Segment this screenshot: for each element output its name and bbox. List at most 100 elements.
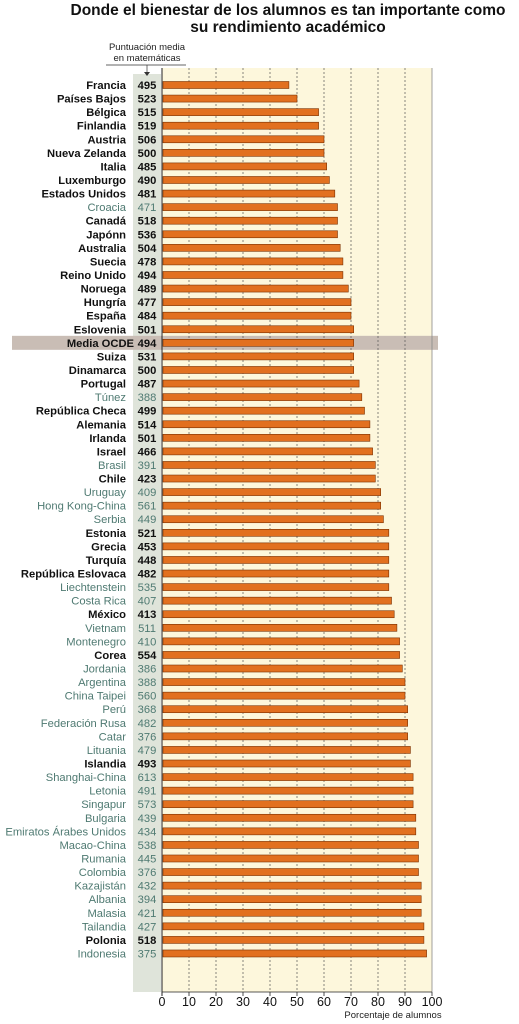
score-label: 407 xyxy=(138,596,157,608)
score-column xyxy=(133,74,161,992)
tick-label: 50 xyxy=(290,995,304,1009)
country-label: Chile xyxy=(99,474,126,486)
arrow-head-icon xyxy=(144,72,150,76)
score-label: 501 xyxy=(138,433,157,445)
country-label: Grecia xyxy=(91,541,127,553)
bar xyxy=(162,379,360,388)
country-label: Uruguay xyxy=(84,487,127,499)
country-label: Nueva Zelanda xyxy=(47,148,127,160)
bar xyxy=(162,813,417,822)
bar xyxy=(162,732,408,741)
bar xyxy=(162,94,298,103)
country-label: Singapur xyxy=(81,799,126,811)
bar xyxy=(162,800,414,809)
bar xyxy=(162,474,376,483)
country-label: Costa Rica xyxy=(71,596,126,608)
score-label: 482 xyxy=(138,569,157,581)
country-label: Montenegro xyxy=(66,636,126,648)
country-label: Canadá xyxy=(86,216,127,228)
score-label: 375 xyxy=(138,948,157,960)
bar xyxy=(162,108,319,116)
score-label: 538 xyxy=(138,840,157,852)
score-label: 519 xyxy=(138,121,157,133)
country-label: Serbia xyxy=(94,514,127,526)
bar xyxy=(162,501,381,510)
score-label: 391 xyxy=(138,460,157,472)
country-label: México xyxy=(88,609,126,621)
score-label: 423 xyxy=(138,474,157,486)
bar xyxy=(162,461,376,469)
country-label: España xyxy=(86,311,127,323)
country-label: Francia xyxy=(86,80,127,92)
bar xyxy=(162,325,354,334)
bar xyxy=(162,352,354,361)
score-label: 573 xyxy=(138,799,157,811)
bar xyxy=(162,868,419,876)
score-label: 535 xyxy=(138,582,157,594)
bar xyxy=(162,773,414,781)
score-label: 453 xyxy=(138,541,157,553)
score-label: 504 xyxy=(138,243,157,255)
score-label: 515 xyxy=(138,107,157,119)
chart-title: Donde el bienestar de los alumnos es tan… xyxy=(70,2,506,36)
bar xyxy=(162,230,338,239)
country-label: Dinamarca xyxy=(69,365,127,377)
bar xyxy=(162,841,419,849)
score-label: 521 xyxy=(138,528,157,540)
tick-label: 100 xyxy=(422,995,443,1009)
country-label: Croacia xyxy=(87,202,126,214)
score-label: 531 xyxy=(138,351,157,363)
bar xyxy=(162,216,338,225)
score-label: 477 xyxy=(138,297,157,309)
country-label: República Checa xyxy=(36,406,127,418)
score-label: 448 xyxy=(138,555,157,567)
country-label: Estados Unidos xyxy=(41,189,126,201)
score-label: 409 xyxy=(138,487,157,499)
country-label: Emiratos Árabes Unidos xyxy=(5,825,126,838)
country-label: Shanghai-China xyxy=(46,772,127,784)
country-label: Turquía xyxy=(86,555,127,567)
bar xyxy=(162,135,325,144)
country-label: Perú xyxy=(102,704,126,716)
score-label: 439 xyxy=(138,813,157,825)
country-label: Hungría xyxy=(84,297,127,309)
bar xyxy=(162,257,344,266)
score-label: 518 xyxy=(138,216,157,228)
score-label: 489 xyxy=(138,284,157,296)
bar xyxy=(162,569,390,578)
country-label: Jordania xyxy=(83,664,127,676)
country-label: Albania xyxy=(89,894,127,906)
country-label: Eslovenia xyxy=(74,324,127,336)
score-label: 560 xyxy=(138,691,157,703)
bar xyxy=(162,529,390,537)
bars xyxy=(162,81,427,958)
country-label: Suecia xyxy=(90,256,127,268)
bar xyxy=(162,189,336,198)
score-label: 500 xyxy=(138,365,157,377)
country-label: Irlanda xyxy=(89,433,126,445)
score-label: 484 xyxy=(138,311,157,323)
score-label: 376 xyxy=(138,867,157,879)
x-axis: 0 10 20 30 40 50 60 70 80 90 100 xyxy=(106,64,443,1009)
score-label: 432 xyxy=(138,881,157,893)
country-label: Catar xyxy=(99,731,127,743)
score-label: 445 xyxy=(138,853,157,865)
score-label: 410 xyxy=(138,636,157,648)
score-label: 491 xyxy=(138,786,157,798)
bar xyxy=(162,678,406,686)
bar xyxy=(162,284,349,293)
score-label: 427 xyxy=(138,921,157,933)
score-label: 490 xyxy=(138,175,157,187)
country-label: Lituania xyxy=(87,745,127,757)
country-label: Colombia xyxy=(79,867,127,879)
score-label: 434 xyxy=(138,826,157,838)
bar xyxy=(162,556,390,564)
score-label: 466 xyxy=(138,446,157,458)
country-label: Islandia xyxy=(84,759,126,771)
bar xyxy=(162,922,425,931)
bar xyxy=(162,298,352,306)
bar xyxy=(162,881,422,890)
score-label: 501 xyxy=(138,324,157,336)
score-label: 386 xyxy=(138,664,157,676)
score-label: 518 xyxy=(138,935,157,947)
